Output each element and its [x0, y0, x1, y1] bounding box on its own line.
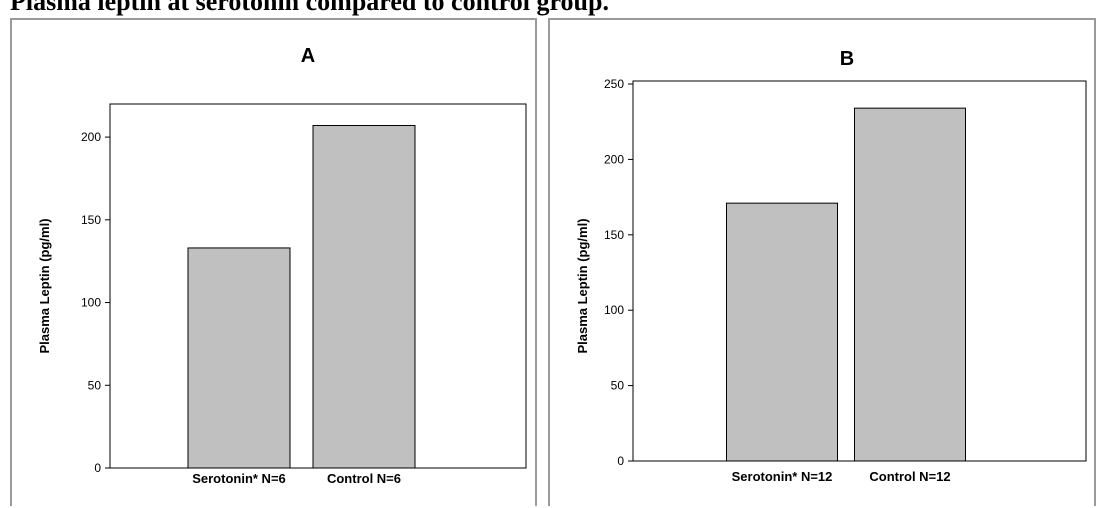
- chart-title: B: [840, 48, 854, 70]
- y-tick-label: 200: [81, 130, 101, 144]
- chart-a-svg: A Plasma Leptin (pg/ml) 0 50 100 150 200 Seroto…: [37, 45, 527, 486]
- bar: [854, 107, 966, 462]
- x-category-label: Control N=6: [327, 471, 401, 486]
- y-tick-label: 0: [617, 454, 624, 468]
- y-tick-label: 50: [88, 378, 102, 392]
- x-category-label: Serotonin* N=6: [192, 471, 286, 486]
- figure-caption: Plasma leptin at serotonin compared to c…: [10, 0, 609, 16]
- y-axis-label: Plasma Leptin (pg/ml): [37, 218, 52, 353]
- y-tick-label: 150: [81, 213, 101, 227]
- chart-b-svg: B Plasma Leptin (pg/ml) 0 50 100 150 200 250 Ser…: [575, 48, 1087, 484]
- chart-title: A: [301, 45, 315, 67]
- y-tick-label: 250: [604, 77, 624, 91]
- bar: [187, 247, 291, 469]
- bar: [312, 125, 416, 469]
- bar: [726, 202, 838, 462]
- chart-panel-b: B Plasma Leptin (pg/ml) 0 50 100 150 200 250 Ser…: [548, 18, 1096, 506]
- y-tick-label: 150: [604, 228, 624, 242]
- y-tick-label: 100: [604, 303, 624, 317]
- y-tick-label: 200: [604, 152, 624, 166]
- chart-panel-a: A Plasma Leptin (pg/ml) 0 50 100 150 200 Seroto…: [10, 18, 537, 506]
- x-category-label: Control N=12: [869, 469, 950, 484]
- x-category-label: Serotonin* N=12: [732, 469, 833, 484]
- y-tick-label: 0: [94, 461, 101, 475]
- y-axis-label: Plasma Leptin (pg/ml): [575, 218, 590, 353]
- y-tick-label: 100: [81, 296, 101, 310]
- y-tick-label: 50: [611, 379, 625, 393]
